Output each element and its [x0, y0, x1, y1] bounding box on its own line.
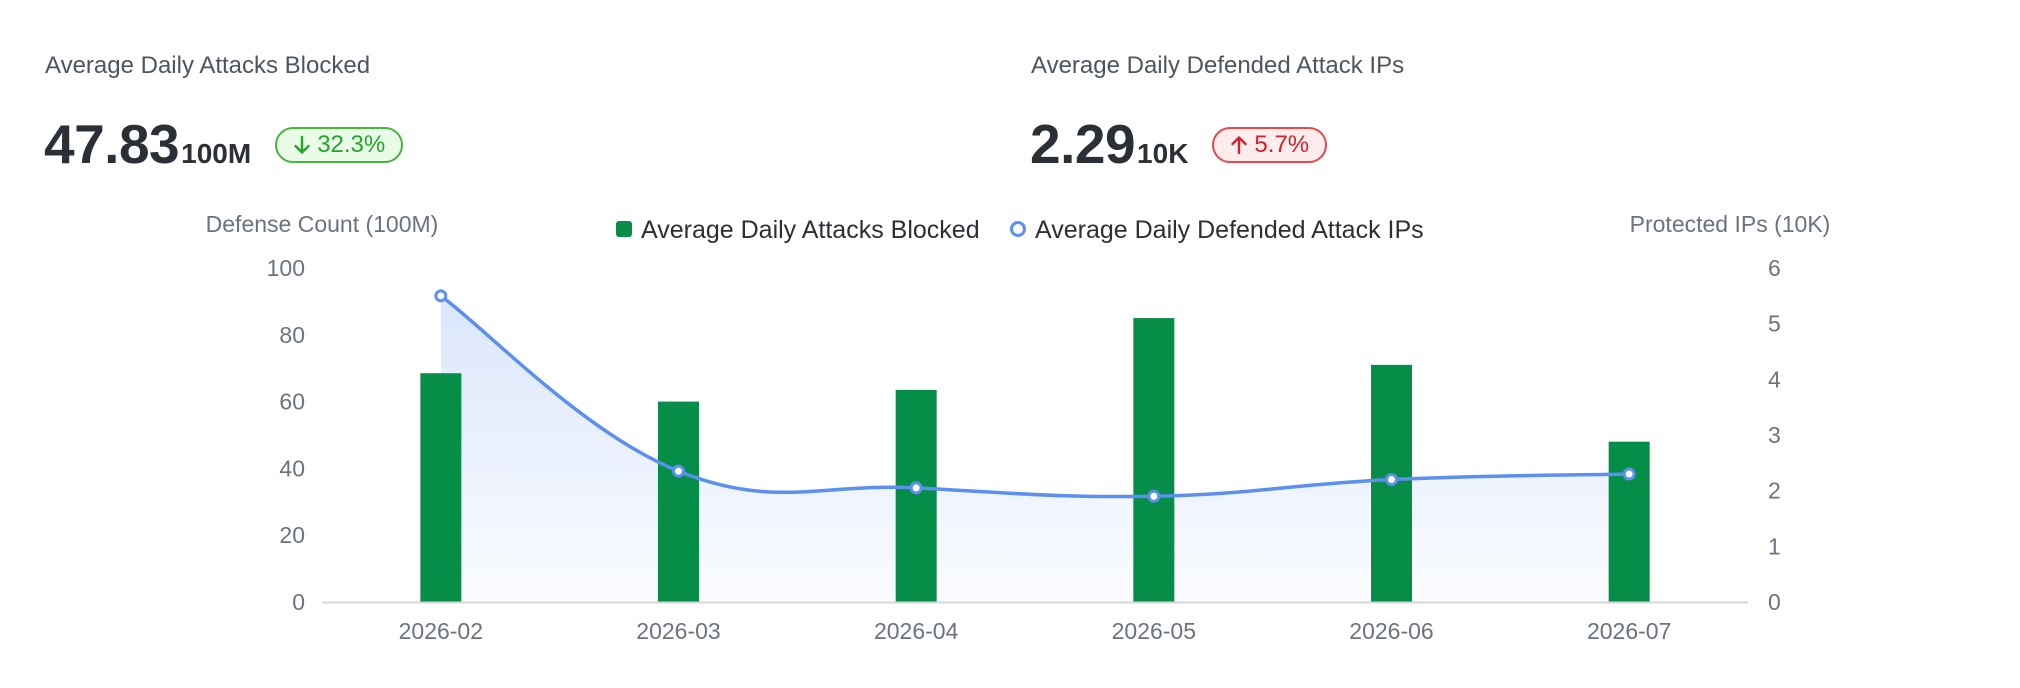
line-series-area — [440, 295, 1630, 602]
stat-value: 47.83 — [44, 113, 180, 175]
line-point-2026-07 — [1622, 467, 1636, 481]
x-axis-tick: 2026-02 — [399, 618, 483, 644]
legend-swatch-bar — [616, 221, 632, 237]
x-axis-tick: 2026-03 — [636, 618, 720, 644]
legend-label-line: Average Daily Defended Attack IPs — [1035, 216, 1424, 244]
line-point-2026-06 — [1385, 473, 1398, 487]
line-point-2026-05 — [1147, 489, 1161, 503]
bar-2026-02 — [420, 373, 462, 602]
line-point-2026-02 — [434, 289, 448, 303]
x-axis-tick: 2026-04 — [874, 618, 959, 644]
legend-swatch-line — [1010, 221, 1026, 237]
x-axis-tick: 2026-06 — [1349, 618, 1433, 644]
legend-item-bars[interactable]: Average Daily Attacks Blocked — [616, 216, 980, 244]
change-badge-down: 32.3% — [275, 126, 404, 163]
stat-unit: 100M — [181, 138, 252, 169]
right-axis-tick: 0 — [1768, 589, 1781, 615]
bar-2026-03 — [658, 401, 699, 602]
left-axis-tick: 100 — [267, 255, 305, 281]
left-axis-tick: 60 — [279, 389, 305, 415]
bar-2026-07 — [1608, 441, 1650, 602]
stat-title: Average Daily Attacks Blocked — [45, 52, 371, 79]
right-axis-tick: 4 — [1768, 366, 1781, 392]
legend[interactable]: Average Daily Attacks Blocked Average Da… — [616, 216, 1424, 244]
line-point-2026-03 — [672, 464, 685, 478]
left-axis-tick: 0 — [292, 589, 305, 615]
change-value: 32.3% — [317, 130, 386, 158]
change-value: 5.7% — [1254, 130, 1310, 158]
right-axis-tick: 2 — [1768, 478, 1781, 504]
left-axis-tick: 80 — [279, 322, 305, 348]
left-axis-tick: 40 — [279, 455, 305, 481]
left-axis-title: Defense Count (100M) — [206, 211, 439, 237]
left-axis-tick: 20 — [279, 522, 305, 548]
legend-label-bars: Average Daily Attacks Blocked — [641, 216, 980, 244]
stat-value: 2.29 — [1030, 113, 1136, 175]
stat-value-row: 2.29 10K 5.7% — [1030, 113, 1328, 175]
bar-2026-04 — [895, 389, 937, 602]
plot-area: 0 20 40 60 80 100 0 1 2 3 4 5 6 2026-02 2026-03 2026-04… — [267, 255, 1781, 644]
right-axis-tick: 1 — [1768, 533, 1781, 559]
line-series-path — [439, 294, 1631, 499]
x-axis-tick: 2026-05 — [1112, 618, 1196, 644]
bar-2026-05 — [1133, 318, 1175, 602]
arrow-up-icon — [1231, 135, 1248, 154]
change-badge-up: 5.7% — [1212, 126, 1328, 163]
line-point-2026-04 — [909, 481, 923, 495]
arrow-down-icon — [294, 135, 310, 154]
right-axis-tick: 3 — [1768, 422, 1781, 448]
stat-value-row: 47.83 100M 32.3% — [44, 113, 404, 175]
stat-title: Average Daily Defended Attack IPs — [1031, 52, 1405, 79]
right-axis-tick: 5 — [1768, 311, 1781, 337]
legend-item-line[interactable]: Average Daily Defended Attack IPs — [1010, 216, 1424, 244]
x-axis-tick: 2026-07 — [1587, 618, 1671, 644]
stat-unit: 10K — [1137, 138, 1189, 169]
right-axis-tick: 6 — [1768, 255, 1781, 281]
right-axis-title: Protected IPs (10K) — [1630, 211, 1831, 237]
